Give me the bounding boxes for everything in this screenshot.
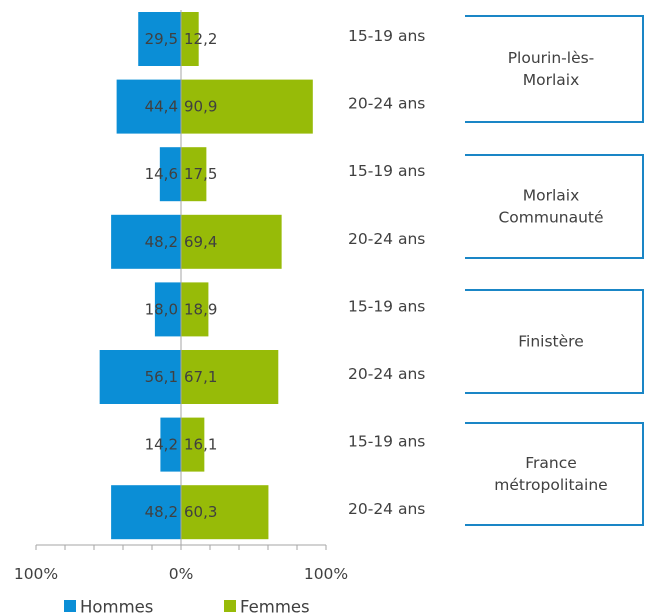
age-category-label: 20-24 ans xyxy=(348,95,425,113)
bar-label-femmes: 12,2 xyxy=(184,30,217,48)
bar-hommes xyxy=(154,282,181,337)
group-box xyxy=(465,15,644,123)
bar-label-hommes: 44,4 xyxy=(145,98,178,116)
legend-label-femmes: Femmes xyxy=(240,598,310,616)
bar-femmes xyxy=(181,350,279,404)
age-category-label: 15-19 ans xyxy=(348,27,425,45)
group-label: France xyxy=(525,454,577,472)
age-category-label: 20-24 ans xyxy=(348,365,425,383)
bar-label-femmes: 67,1 xyxy=(184,368,217,386)
bar-label-hommes: 29,5 xyxy=(145,30,178,48)
x-tick-label: 0% xyxy=(169,565,194,583)
legend-swatch-femmes xyxy=(224,600,236,612)
bar-label-femmes: 18,9 xyxy=(184,300,217,318)
age-category-label: 20-24 ans xyxy=(348,500,425,518)
bar-hommes xyxy=(159,147,181,202)
bar-hommes xyxy=(111,485,181,540)
bar-femmes xyxy=(181,12,199,66)
bar-label-hommes: 18,0 xyxy=(145,300,178,318)
bar-label-hommes: 48,2 xyxy=(145,503,178,521)
bar-label-hommes: 56,1 xyxy=(145,368,178,386)
bar-femmes xyxy=(181,417,205,472)
age-category-label: 15-19 ans xyxy=(348,433,425,451)
bar-hommes xyxy=(138,12,181,66)
bar-femmes xyxy=(181,79,313,134)
group-label: Morlaix xyxy=(523,187,580,205)
legend-label-hommes: Hommes xyxy=(80,598,153,616)
bar-label-femmes: 69,4 xyxy=(184,233,217,251)
bar-label-femmes: 17,5 xyxy=(184,165,217,183)
age-category-label: 15-19 ans xyxy=(348,297,425,315)
legend-swatch-hommes xyxy=(64,600,76,612)
bar-hommes xyxy=(99,350,181,404)
x-tick-label: 100% xyxy=(304,565,348,583)
age-category-label: 20-24 ans xyxy=(348,230,425,248)
group-label: Finistère xyxy=(518,333,583,351)
group-label: métropolitaine xyxy=(494,476,607,494)
bar-hommes xyxy=(160,417,181,472)
bar-hommes xyxy=(111,214,181,269)
group-label: Plourin-lès- xyxy=(508,49,595,67)
bar-femmes xyxy=(181,282,209,337)
group-label: Morlaix xyxy=(523,71,580,89)
group-box xyxy=(465,154,644,259)
bar-femmes xyxy=(181,485,269,540)
group-label: Communauté xyxy=(498,209,603,227)
group-box xyxy=(465,289,644,394)
bar-label-hommes: 14,2 xyxy=(145,436,178,454)
bar-label-hommes: 14,6 xyxy=(145,165,178,183)
group-box xyxy=(465,422,644,526)
bar-hommes xyxy=(116,79,181,134)
x-tick-label: 100% xyxy=(14,565,58,583)
bar-label-hommes: 48,2 xyxy=(145,233,178,251)
age-category-label: 15-19 ans xyxy=(348,162,425,180)
bar-femmes xyxy=(181,214,282,269)
bar-label-femmes: 90,9 xyxy=(184,98,217,116)
bar-label-femmes: 60,3 xyxy=(184,503,217,521)
bar-femmes xyxy=(181,147,207,202)
bar-label-femmes: 16,1 xyxy=(184,436,217,454)
